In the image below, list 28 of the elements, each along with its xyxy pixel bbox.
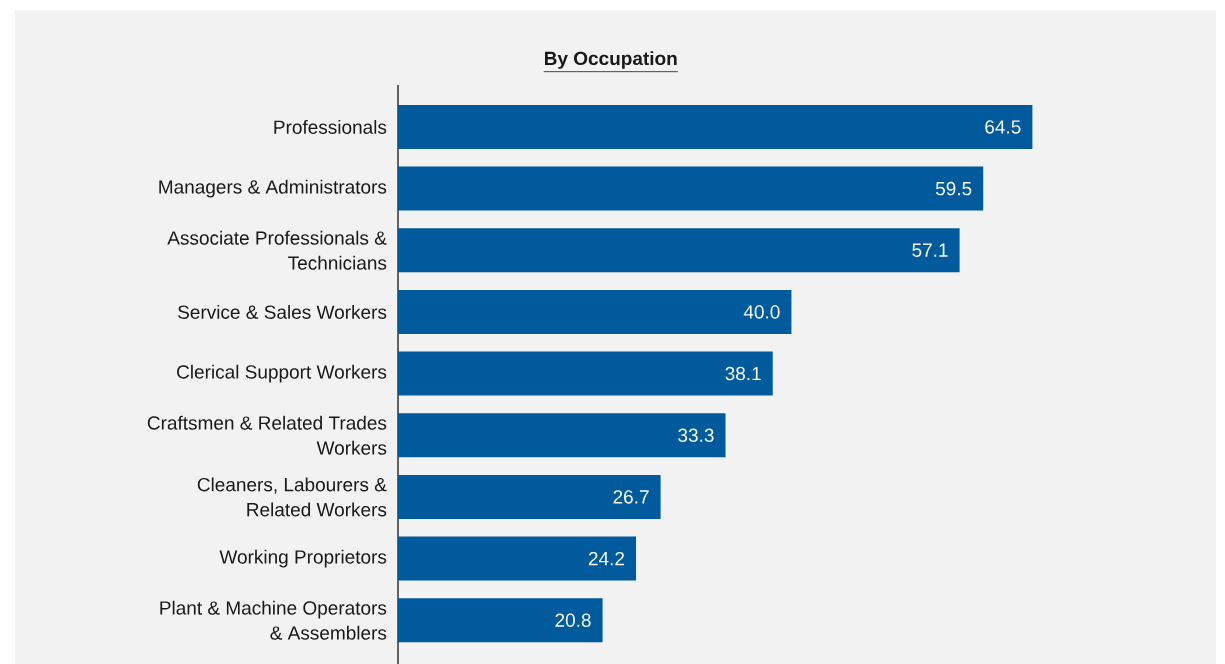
bar xyxy=(398,536,637,581)
y-tick-label: Professionals xyxy=(274,119,387,134)
bar xyxy=(398,166,984,211)
y-tick-label: Plant & Machine Operators & Assemblers xyxy=(160,600,387,640)
data-label: 26.7 xyxy=(613,490,649,504)
y-tick-label: Clerical Support Workers xyxy=(177,364,387,383)
data-label: 59.5 xyxy=(935,181,972,196)
bar xyxy=(398,413,726,458)
bar xyxy=(398,104,1033,149)
chart-title: By Occupation xyxy=(544,51,677,69)
data-label: 38.1 xyxy=(725,366,761,381)
data-label: 57.1 xyxy=(912,243,948,257)
y-tick-label: Craftsmen & Related Trades Workers xyxy=(147,415,387,455)
bar xyxy=(398,598,603,643)
y-tick-label: Associate Professionals & Technicians xyxy=(167,230,387,270)
y-tick-label: Managers & Administrators xyxy=(159,179,387,198)
data-label: 33.3 xyxy=(678,428,714,442)
y-tick-label: Working Proprietors xyxy=(219,549,387,568)
data-label: 20.8 xyxy=(555,613,591,627)
bar xyxy=(398,351,773,396)
data-label: 64.5 xyxy=(985,120,1021,134)
y-tick-label: Cleaners, Labourers & Related Workers xyxy=(197,477,387,517)
bar xyxy=(398,228,960,273)
data-label: 24.2 xyxy=(588,551,625,566)
data-label: 40.0 xyxy=(743,305,780,319)
y-tick-label: Service & Sales Workers xyxy=(178,304,387,319)
bar xyxy=(398,289,792,334)
bar xyxy=(398,474,661,519)
